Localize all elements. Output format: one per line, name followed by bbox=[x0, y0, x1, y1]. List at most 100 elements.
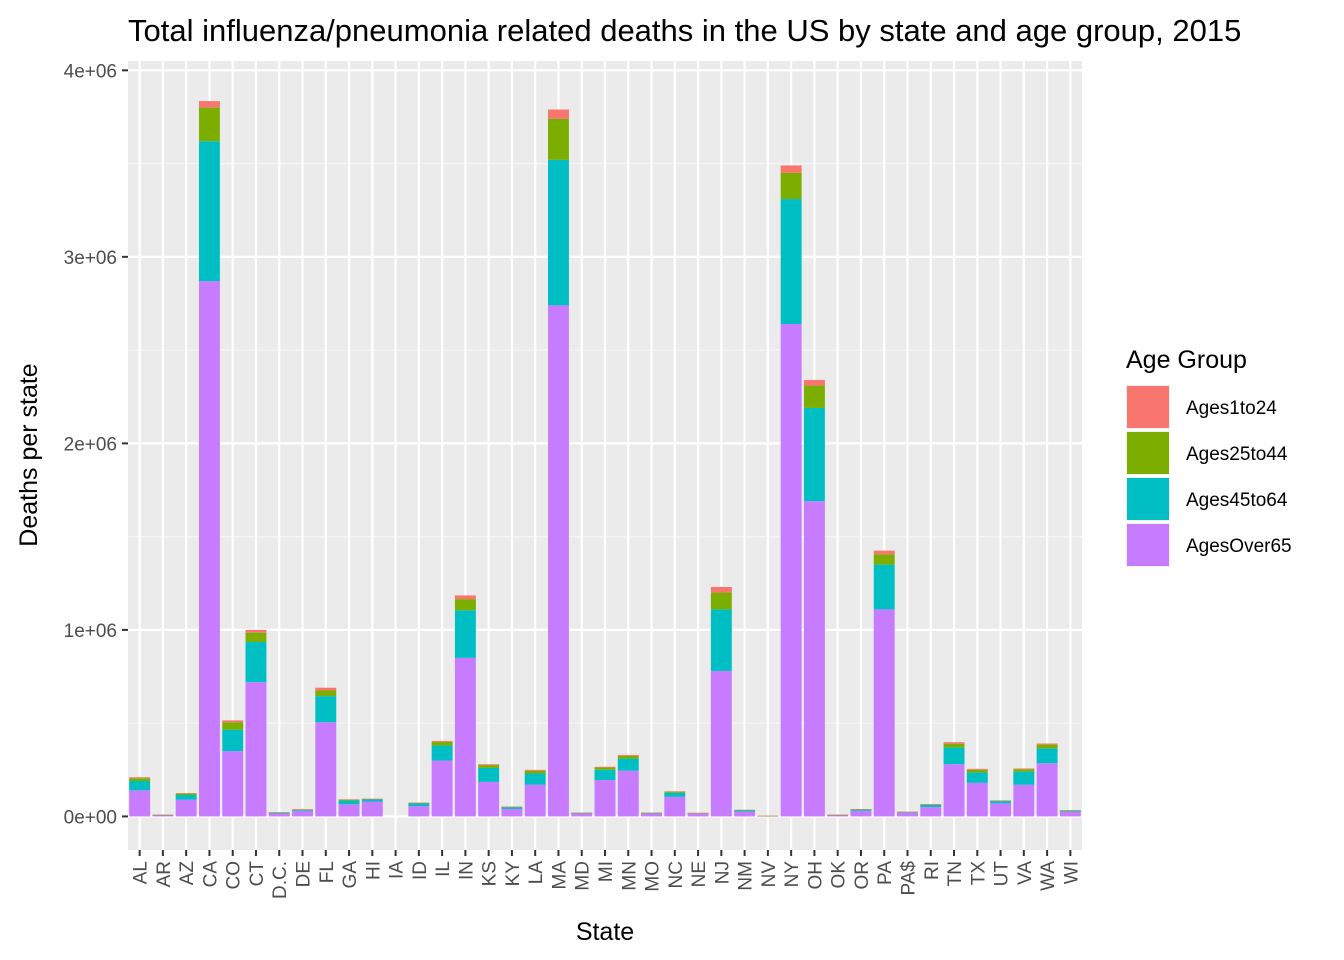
bar-oh-ages45to64 bbox=[803, 407, 825, 502]
bar-ri-agesover65 bbox=[920, 807, 942, 817]
y-tick-label: 1e+06 bbox=[64, 621, 117, 642]
x-tick-label: NJ bbox=[712, 861, 733, 884]
bar-ut-ages45to64 bbox=[990, 801, 1012, 804]
x-tick-label: RI bbox=[922, 861, 943, 880]
bar-ny-ages1to24 bbox=[780, 165, 802, 173]
bar-nc-ages25to44 bbox=[664, 791, 686, 793]
bar-il-ages25to44 bbox=[431, 741, 453, 746]
bar-al-ages45to64 bbox=[129, 780, 151, 791]
bar-la-ages1to24 bbox=[524, 769, 546, 771]
bar-al-agesover65 bbox=[129, 790, 151, 817]
bar-nc-agesover65 bbox=[664, 796, 686, 817]
bar-ri-ages45to64 bbox=[920, 804, 942, 808]
bar-wi-ages45to64 bbox=[1059, 810, 1081, 812]
bar-tn-ages25to44 bbox=[943, 743, 965, 748]
x-tick-label: D.C. bbox=[270, 861, 291, 899]
x-tick-label: NV bbox=[759, 861, 780, 888]
bar-in-ages45to64 bbox=[454, 610, 476, 658]
x-tick-label: WA bbox=[1038, 861, 1059, 891]
bar-va-agesover65 bbox=[1013, 784, 1035, 817]
x-tick-label: HI bbox=[363, 861, 384, 880]
bar-ca-ages25to44 bbox=[198, 107, 220, 142]
bar-hi-ages45to64 bbox=[361, 799, 383, 802]
bar-ar-agesover65 bbox=[152, 815, 174, 817]
x-tick-label: MO bbox=[643, 861, 664, 892]
bar-nj-agesover65 bbox=[710, 670, 732, 817]
bar-la-ages45to64 bbox=[524, 773, 546, 785]
x-tick-label: NE bbox=[689, 861, 710, 887]
bar-ca-agesover65 bbox=[198, 281, 220, 817]
bar-ny-ages25to44 bbox=[780, 172, 802, 200]
bar-ga-ages1to24 bbox=[338, 799, 360, 800]
bar-mn-ages45to64 bbox=[617, 758, 639, 771]
bar-md-ages1to24 bbox=[571, 812, 593, 814]
bar-tn-ages45to64 bbox=[943, 747, 965, 765]
bar-mi-ages45to64 bbox=[594, 769, 616, 781]
bar-tx-ages25to44 bbox=[966, 769, 988, 773]
bar-id-ages1to24 bbox=[408, 802, 430, 804]
bar-ny-agesover65 bbox=[780, 324, 802, 817]
bar-al-ages1to24 bbox=[129, 777, 151, 779]
bar-id-agesover65 bbox=[408, 806, 430, 817]
bar-ga-ages25to44 bbox=[338, 799, 360, 801]
bar-ky-agesover65 bbox=[501, 808, 523, 817]
bar-in-agesover65 bbox=[454, 657, 476, 817]
bar-pa-ages1to24 bbox=[873, 550, 895, 555]
legend-swatch-agesover65 bbox=[1127, 524, 1169, 566]
bar-va-ages25to44 bbox=[1013, 769, 1035, 772]
bar-ga-ages45to64 bbox=[338, 800, 360, 805]
bar-ks-agesover65 bbox=[478, 781, 500, 817]
bar-ma-ages1to24 bbox=[547, 109, 569, 119]
bar-nm-ages45to64 bbox=[734, 810, 756, 812]
bar-hi-ages1to24 bbox=[361, 798, 383, 800]
bar-oh-agesover65 bbox=[803, 501, 825, 817]
bar-ky-ages1to24 bbox=[501, 806, 523, 808]
bar-id-ages45to64 bbox=[408, 803, 430, 807]
bar-nv-ages1to24 bbox=[757, 815, 779, 817]
y-axis: 0e+00 1e+06 2e+06 3e+06 4e+06 bbox=[64, 61, 128, 828]
bar-md-ages45to64 bbox=[571, 812, 593, 814]
bar-wa-ages45to64 bbox=[1036, 748, 1058, 764]
bar-oh-ages1to24 bbox=[803, 379, 825, 386]
bar-la-agesover65 bbox=[524, 784, 546, 817]
bar-il-ages45to64 bbox=[431, 745, 453, 761]
bar-wi-ages1to24 bbox=[1059, 810, 1081, 811]
bar-ne-agesover65 bbox=[687, 813, 709, 817]
bar-mo-ages1to24 bbox=[641, 812, 663, 814]
bar-wa-ages1to24 bbox=[1036, 743, 1058, 745]
bar-dc-ages45to64 bbox=[268, 812, 290, 814]
x-tick-label: NY bbox=[782, 861, 803, 888]
bar-mn-ages25to44 bbox=[617, 755, 639, 759]
bar-ut-agesover65 bbox=[990, 803, 1012, 817]
x-tick-label: IN bbox=[456, 861, 477, 880]
x-tick-label: UT bbox=[992, 861, 1013, 887]
x-tick-label: CA bbox=[200, 861, 221, 888]
bar-de-agesover65 bbox=[292, 810, 313, 817]
x-tick-label: AZ bbox=[177, 861, 198, 886]
x-tick-label: IL bbox=[433, 861, 454, 877]
bar-nc-ages1to24 bbox=[664, 791, 686, 792]
bar-pa-agesover65 bbox=[873, 609, 895, 817]
bar-ks-ages25to44 bbox=[478, 765, 500, 768]
x-tick-label: MA bbox=[549, 861, 570, 890]
legend-swatch-ages25to44 bbox=[1127, 432, 1169, 474]
x-tick-label: AL bbox=[131, 861, 152, 884]
bar-wi-agesover65 bbox=[1059, 811, 1081, 817]
bar-il-ages1to24 bbox=[431, 740, 453, 742]
bar-mi-ages25to44 bbox=[594, 767, 616, 770]
x-tick-label: VA bbox=[1015, 861, 1036, 885]
bar-or-ages45to64 bbox=[850, 809, 872, 811]
bar-dc-agesover65 bbox=[268, 813, 290, 817]
bar-ok-ages1to24 bbox=[827, 814, 849, 816]
legend-title: Age Group bbox=[1126, 346, 1247, 374]
bar-co-ages1to24 bbox=[222, 720, 244, 723]
bar-ny-ages45to64 bbox=[780, 199, 802, 324]
bar-tx-agesover65 bbox=[966, 782, 988, 817]
legend-label-ages1to24: Ages1to24 bbox=[1186, 398, 1277, 419]
x-tick-label: KS bbox=[480, 861, 501, 886]
bar-ca-ages45to64 bbox=[198, 141, 220, 282]
bar-va-ages1to24 bbox=[1013, 768, 1035, 770]
y-tick-label: 4e+06 bbox=[64, 61, 117, 82]
bars bbox=[129, 101, 1081, 817]
